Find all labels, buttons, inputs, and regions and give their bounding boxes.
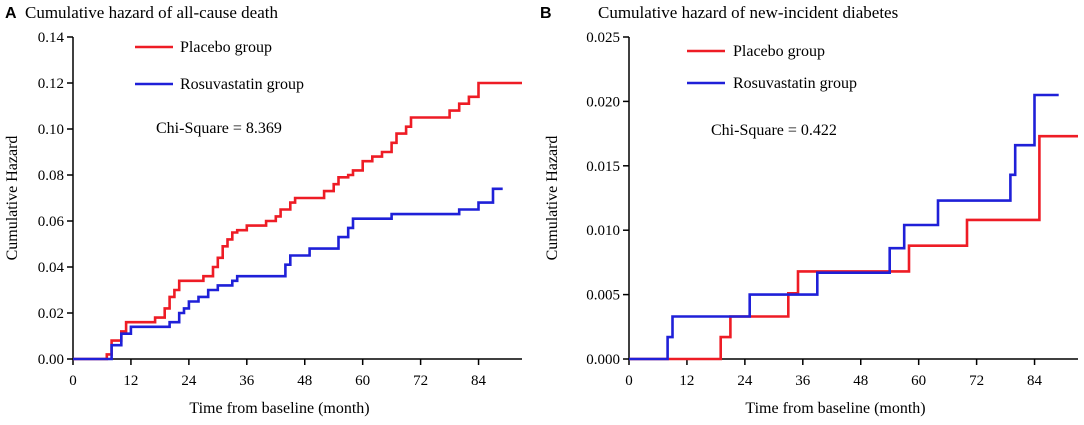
y-tick-label: 0.025 xyxy=(586,30,620,46)
series-line-placebo xyxy=(629,134,1078,361)
series-line-placebo xyxy=(73,81,522,361)
y-axis-label: Cumulative Hazard xyxy=(544,136,561,261)
x-tick-label: 24 xyxy=(737,373,753,389)
x-tick-label: 60 xyxy=(911,373,926,389)
panel-letter: A xyxy=(5,5,17,22)
y-tick-label: 0.00 xyxy=(38,352,64,368)
panel-b: B Cumulative hazard of new-incident diabe… xyxy=(540,3,1078,417)
y-tick-label: 0.08 xyxy=(38,168,64,184)
y-tick-label: 0.12 xyxy=(38,76,64,92)
series-line-rosuvastatin xyxy=(73,187,503,361)
panel-a: A Cumulative hazard of all-cause death 0.0… xyxy=(4,3,522,417)
y-axis-label: Cumulative Hazard xyxy=(4,136,21,261)
y-tick-label: 0.020 xyxy=(586,94,620,110)
chi-square-annotation: Chi-Square = 8.369 xyxy=(156,120,282,137)
x-tick-label: 36 xyxy=(795,373,811,389)
x-tick-label: 84 xyxy=(471,373,487,389)
y-tick-label: 0.005 xyxy=(586,288,620,304)
y-tick-label: 0.000 xyxy=(586,352,620,368)
x-tick-label: 60 xyxy=(355,373,370,389)
y-tick-label: 0.14 xyxy=(38,30,65,46)
chi-square-annotation: Chi-Square = 0.422 xyxy=(711,122,837,139)
legend-label: Rosuvastatin group xyxy=(733,75,857,92)
x-axis-label: Time from baseline (month) xyxy=(189,400,369,417)
x-axis-label: Time from baseline (month) xyxy=(745,400,925,417)
panel-letter: B xyxy=(540,5,552,22)
chart-title: Cumulative hazard of all-cause death xyxy=(25,3,278,22)
x-tick-label: 12 xyxy=(123,373,138,389)
x-tick-label: 72 xyxy=(413,373,428,389)
y-tick-label: 0.10 xyxy=(38,122,64,138)
x-tick-label: 0 xyxy=(625,373,633,389)
x-tick-label: 12 xyxy=(679,373,694,389)
x-tick-label: 24 xyxy=(181,373,197,389)
legend-label: Rosuvastatin group xyxy=(180,76,304,93)
chart-title: Cumulative hazard of new-incident diabet… xyxy=(598,3,898,22)
y-tick-label: 0.06 xyxy=(38,214,65,230)
x-tick-label: 36 xyxy=(239,373,255,389)
x-tick-label: 48 xyxy=(297,373,312,389)
series-line-rosuvastatin xyxy=(629,93,1059,361)
x-tick-label: 0 xyxy=(69,373,77,389)
y-tick-label: 0.010 xyxy=(586,223,620,239)
legend-label: Placebo group xyxy=(180,39,272,56)
x-tick-label: 72 xyxy=(969,373,984,389)
y-tick-label: 0.02 xyxy=(38,306,64,322)
x-tick-label: 84 xyxy=(1027,373,1043,389)
y-tick-label: 0.04 xyxy=(38,260,65,276)
x-tick-label: 48 xyxy=(853,373,868,389)
legend-label: Placebo group xyxy=(733,43,825,60)
y-tick-label: 0.015 xyxy=(586,159,620,175)
